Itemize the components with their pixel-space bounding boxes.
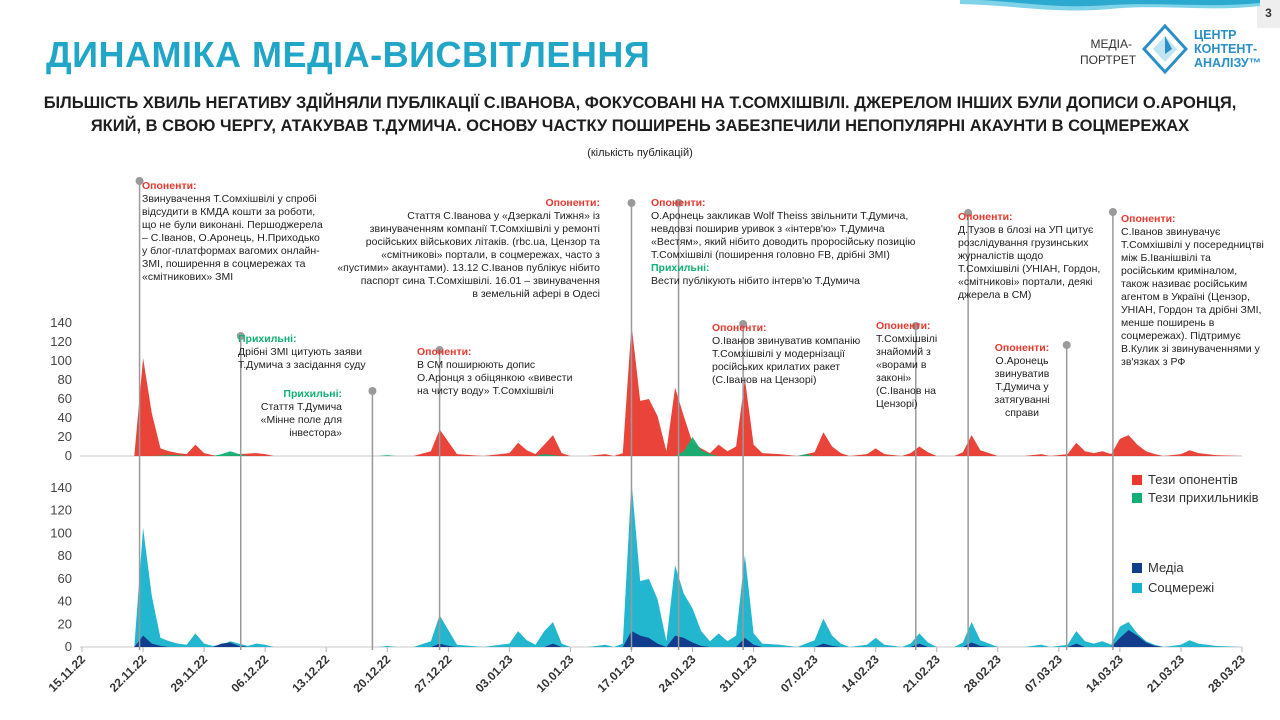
legend-media: Медіа — [1132, 560, 1184, 575]
y-tick-label: 20 — [58, 429, 72, 444]
y-tick-label: 60 — [58, 571, 72, 586]
y-tick-label: 100 — [50, 353, 72, 368]
annotation-pointer-knob — [135, 177, 144, 185]
x-tick-label: 07.03.23 — [1022, 652, 1065, 695]
x-tick-label: 03.01.23 — [473, 652, 516, 695]
y-tick-label: 0 — [65, 448, 72, 463]
units-caption: (кількість публікацій) — [587, 147, 693, 159]
annotation-pointer-knob — [368, 387, 377, 395]
annotation-11: Опоненти: О.Аронець звинуватив Т.Думича … — [994, 342, 1050, 419]
logo-name: ЦЕНТР КОНТЕНТ- АНАЛІЗУ™ — [1194, 28, 1262, 70]
series-area-social — [82, 481, 1242, 647]
x-tick-label: 27.12.22 — [412, 652, 455, 695]
legend-opponents-swatch — [1132, 475, 1142, 485]
x-tick-label: 22.11.22 — [107, 652, 150, 695]
page-title: ДИНАМІКА МЕДІА-ВИСВІТЛЕННЯ — [46, 34, 651, 75]
legend-opponents: Тези опонентів — [1132, 472, 1238, 487]
legend-social-swatch — [1132, 583, 1142, 593]
x-tick-label: 13.12.22 — [289, 652, 332, 695]
annotation-4: Опоненти: В СМ поширюють допис О.Аронця … — [417, 346, 573, 397]
y-tick-label: 140 — [50, 480, 72, 495]
y-tick-label: 100 — [50, 525, 72, 540]
legend-supporters-swatch — [1132, 493, 1142, 503]
legend-social: Соцмережі — [1132, 580, 1214, 595]
series-area-media — [82, 630, 1242, 647]
annotation-pointer-knob — [1108, 208, 1117, 216]
annotation-12: Опоненти: С.Іванов звинувачує Т.Сомхішві… — [1121, 213, 1264, 368]
x-tick-label: 14.02.23 — [839, 652, 882, 695]
series-area-opponents — [82, 324, 1242, 456]
y-tick-label: 0 — [65, 639, 72, 654]
y-tick-label: 80 — [58, 372, 72, 387]
x-tick-label: 20.12.22 — [350, 652, 393, 695]
x-tick-label: 07.02.23 — [778, 652, 821, 695]
annotation-3: Прихильні: Стаття Т.Думича «Мінне поле д… — [260, 388, 342, 439]
y-tick-label: 120 — [50, 334, 72, 349]
x-tick-label: 21.02.23 — [900, 652, 943, 695]
y-tick-label: 120 — [50, 503, 72, 518]
page-subtitle: БІЛЬШІСТЬ ХВИЛЬ НЕГАТИВУ ЗДІЙНЯЛИ ПУБЛІК… — [43, 94, 1237, 135]
annotation-5: Опоненти: Стаття С.Іванова у «Дзеркалі Т… — [337, 197, 600, 300]
annotation-pointer-knob — [236, 332, 245, 340]
y-tick-label: 40 — [58, 410, 72, 425]
y-tick-label: 40 — [58, 594, 72, 609]
annotation-pointer-knob — [911, 322, 920, 330]
x-tick-label: 24.01.23 — [656, 652, 699, 695]
annotation-pointer-knob — [739, 320, 748, 328]
logo-diamond-icon — [1142, 24, 1188, 74]
annotation-pointer-knob — [627, 199, 636, 207]
x-tick-label: 31.01.23 — [717, 652, 760, 695]
legend-supporters: Тези прихильників — [1132, 490, 1259, 505]
legend-media-swatch — [1132, 563, 1142, 573]
annotation-pointer-knob — [964, 209, 973, 217]
x-tick-label: 21.03.23 — [1144, 652, 1187, 695]
annotation-2: Прихильні: Дрібні ЗМІ цитують заяви Т.Ду… — [238, 333, 366, 371]
x-tick-label: 28.02.23 — [961, 652, 1004, 695]
y-tick-label: 80 — [58, 548, 72, 563]
x-tick-label: 06.12.22 — [228, 652, 271, 695]
annotation-8: Опоненти: О.Іванов звинуватив компанію Т… — [712, 322, 861, 386]
x-tick-label: 10.01.23 — [534, 652, 577, 695]
x-tick-label: 14.03.23 — [1083, 652, 1126, 695]
annotation-1: Опоненти: Звинувачення Т.Сомхішвілі у сп… — [142, 180, 323, 283]
decorative-waves-icon — [960, 0, 1260, 11]
x-tick-label: 15.11.22 — [46, 652, 89, 695]
annotation-6: Опоненти: О.Аронець закликав Wolf Theiss… — [651, 197, 916, 287]
annotation-10: Опоненти: Д.Тузов в блозі на УП цитує ро… — [958, 211, 1101, 301]
annotation-pointer-knob — [435, 346, 444, 354]
x-tick-label: 29.11.22 — [168, 652, 211, 695]
y-tick-label: 140 — [50, 315, 72, 330]
x-tick-label: 28.03.23 — [1205, 652, 1248, 695]
y-tick-label: 20 — [58, 616, 72, 631]
annotation-pointer-knob — [1062, 341, 1071, 349]
logo-caption: МЕДІА- ПОРТРЕТ — [1080, 37, 1137, 67]
annotation-9: Опоненти: Т.Сомхішвілі знайомий з «ворам… — [876, 320, 938, 410]
y-tick-label: 60 — [58, 391, 72, 406]
x-tick-label: 17.01.23 — [595, 652, 638, 695]
annotation-pointer-knob — [674, 199, 683, 207]
page-number: 3 — [1257, 0, 1280, 28]
